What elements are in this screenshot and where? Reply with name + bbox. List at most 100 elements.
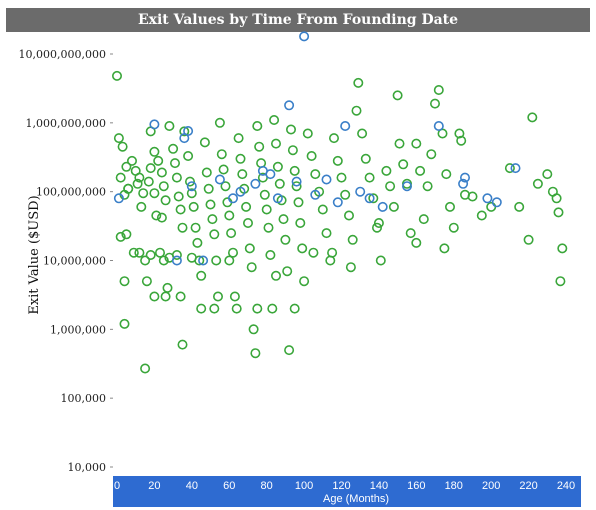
scatter-point-green (287, 145, 298, 156)
scatter-point-green (185, 176, 196, 187)
scatter-point-green (265, 250, 276, 261)
scatter-point-green (467, 191, 478, 202)
scatter-point-blue (355, 186, 366, 197)
scatter-point-green (317, 204, 328, 215)
x-tick-label: 0 (114, 480, 120, 492)
scatter-point-blue (171, 255, 182, 266)
scatter-point-green (213, 291, 224, 302)
y-tick-label: 100,000 (61, 392, 107, 405)
scatter-point-green (429, 98, 440, 109)
scatter-point-green (308, 247, 319, 258)
scatter-point-green (328, 133, 339, 144)
scatter-point-green (170, 158, 181, 169)
scatter-point-green (220, 181, 231, 192)
scatter-point-green (340, 189, 351, 200)
scatter-point-green (205, 199, 216, 210)
scatter-point-blue (291, 176, 302, 187)
scatter-point-green (153, 155, 164, 166)
scatter-point-green (456, 135, 467, 146)
scatter-point-green (171, 172, 182, 183)
scatter-point-green (394, 138, 405, 149)
scatter-point-green (252, 303, 263, 314)
scatter-points (112, 31, 568, 374)
scatter-point-green (261, 204, 272, 215)
scatter-point-green (557, 243, 568, 254)
scatter-point-green (113, 133, 124, 144)
scatter-point-green (360, 153, 371, 164)
scatter-point-green (244, 243, 255, 254)
scatter-point-blue (491, 197, 502, 208)
scatter-point-green (542, 169, 553, 180)
scatter-point-green (177, 222, 188, 233)
scatter-point-blue (186, 181, 197, 192)
scatter-point-green (254, 141, 265, 152)
scatter-point-blue (113, 193, 124, 204)
scatter-point-green (218, 164, 229, 175)
scatter-point-green (151, 210, 162, 221)
scatter-point-green (527, 112, 538, 123)
scatter-point-green (555, 276, 566, 287)
scatter-point-green (295, 218, 306, 229)
scatter-point-blue (265, 169, 276, 180)
scatter-point-green (115, 231, 126, 242)
x-tick-label: 180 (445, 480, 463, 492)
scatter-point-green (214, 117, 225, 128)
x-tick-label: 100 (295, 480, 313, 492)
scatter-point-green (306, 151, 317, 162)
scatter-point-green (263, 222, 274, 233)
scatter-point-green (486, 201, 497, 212)
scatter-point-green (523, 234, 534, 245)
y-tick-label: 1,000,000,000 (26, 117, 106, 130)
scatter-point-green (183, 151, 194, 162)
x-axis: 0 20 40 60 80 100 120 140 160 180 200 220 240 (114, 480, 575, 492)
scatter-point-green (123, 183, 134, 194)
scatter-point-green (411, 138, 422, 149)
scatter-point-green (119, 318, 130, 329)
scatter-point-green (289, 303, 300, 314)
scatter-point-blue (510, 163, 521, 174)
scatter-point-green (209, 303, 220, 314)
scatter-point-green (228, 247, 239, 258)
scatter-point-green (278, 214, 289, 225)
scatter-point-green (441, 169, 452, 180)
scatter-point-green (141, 276, 152, 287)
x-tick-label: 80 (261, 480, 273, 492)
scatter-point-green (168, 143, 179, 154)
scatter-point-green (237, 169, 248, 180)
scatter-point-green (121, 229, 132, 240)
scatter-point-green (444, 201, 455, 212)
scatter-point-green (112, 70, 123, 81)
scatter-point-green (332, 155, 343, 166)
scatter-point-blue (310, 189, 321, 200)
scatter-point-green (368, 193, 379, 204)
scatter-point-green (188, 201, 199, 212)
x-axis-title: Age (Months) (323, 493, 389, 505)
scatter-point-blue (299, 31, 310, 42)
scatter-point-green (351, 105, 362, 116)
scatter-point-green (173, 191, 184, 202)
scatter-point-green (259, 189, 270, 200)
scatter-point-green (190, 222, 201, 233)
scatter-point-blue (377, 201, 388, 212)
scatter-point-green (299, 276, 310, 287)
scatter-point-green (282, 266, 293, 277)
scatter-point-green (192, 237, 203, 248)
scatter-point-green (229, 291, 240, 302)
scatter-point-green (117, 141, 128, 152)
scatter-point-green (514, 201, 525, 212)
y-tick-label: 100,000,000 (36, 186, 106, 199)
scatter-point-green (345, 262, 356, 273)
y-axis: 10,000 100,000 1,000,000 10,000,000 100,000,… (19, 48, 113, 474)
scatter-point-green (284, 345, 295, 356)
scatter-point-green (145, 250, 156, 261)
scatter-point-green (158, 181, 169, 192)
scatter-point-green (270, 138, 281, 149)
scatter-point-blue (149, 119, 160, 130)
scatter-point-green (418, 214, 429, 225)
scatter-point-green (243, 218, 254, 229)
scatter-point-green (448, 222, 459, 233)
scatter-point-green (347, 234, 358, 245)
scatter-point-green (454, 128, 465, 139)
y-tick-label: 1,000,000 (50, 323, 106, 336)
scatter-point-green (248, 324, 259, 335)
